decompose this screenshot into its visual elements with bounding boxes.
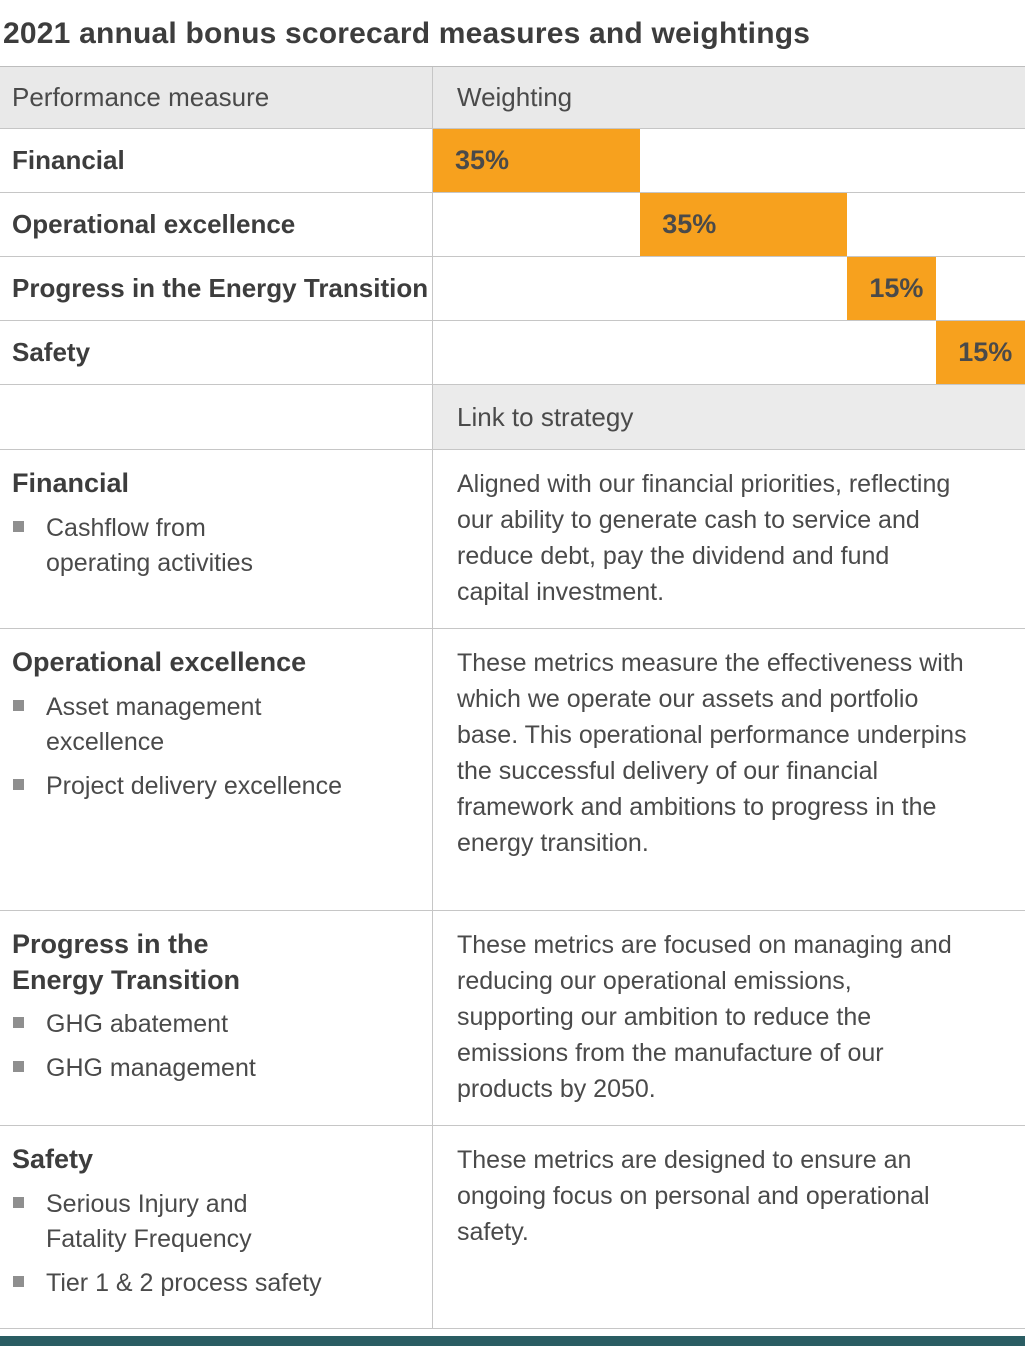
measure-label-progress: Progress in the Energy Transition (12, 273, 429, 303)
measure-label-operational: Operational excellence (12, 209, 296, 239)
detail-row-operational: Operational excellence Asset management … (0, 629, 1025, 911)
bar-row-financial: Financial 35% (0, 129, 1025, 193)
bullet-list-financial: Cashflow from operating activities (12, 511, 418, 581)
link-strategy-header-row: Link to strategy (0, 385, 1025, 450)
bullet-item: Asset management excellence (12, 690, 418, 760)
strategy-text-financial: Aligned with our financial priorities, r… (457, 470, 951, 606)
bullet-item: Tier 1 & 2 process safety (12, 1266, 418, 1301)
detail-heading-progress: Progress in the Energy Transition (12, 929, 241, 995)
weighting-bar-safety: 15% (936, 321, 1025, 384)
bullet-item: GHG abatement (12, 1007, 418, 1042)
strategy-text-progress: These metrics are focused on managing an… (457, 931, 952, 1103)
bar-row-operational: Operational excellence 35% (0, 193, 1025, 257)
strategy-text-operational: These metrics measure the effectiveness … (457, 649, 967, 857)
bullet-list-safety: Serious Injury and Fatality Frequency Ti… (12, 1187, 418, 1301)
link-strategy-empty-cell (0, 385, 433, 449)
bullet-item: GHG management (12, 1051, 418, 1086)
header-cell-weighting: Weighting (433, 67, 1025, 128)
detail-heading-operational: Operational excellence (12, 647, 307, 677)
page-title: 2021 annual bonus scorecard measures and… (3, 17, 811, 50)
bullet-item: Cashflow from operating activities (12, 511, 418, 581)
bullet-item: Project delivery excellence (12, 769, 418, 804)
detail-heading-safety: Safety (12, 1144, 94, 1174)
weighting-bar-operational: 35% (640, 193, 848, 256)
bar-row-safety: Safety 15% (0, 321, 1025, 385)
measure-label-safety: Safety (12, 337, 91, 367)
bullet-list-operational: Asset management excellence Project deli… (12, 690, 418, 804)
detail-row-financial: Financial Cashflow from operating activi… (0, 450, 1025, 629)
detail-row-progress: Progress in the Energy Transition GHG ab… (0, 911, 1025, 1126)
weighting-value-progress: 15% (869, 273, 924, 303)
weighting-bar-progress: 15% (847, 257, 937, 320)
footer-accent-bar (0, 1336, 1025, 1346)
detail-row-safety: Safety Serious Injury and Fatality Frequ… (0, 1126, 1025, 1329)
bullet-list-progress: GHG abatement GHG management (12, 1007, 418, 1086)
weighting-value-safety: 15% (958, 337, 1013, 367)
bullet-item: Serious Injury and Fatality Frequency (12, 1187, 418, 1257)
weighting-value-financial: 35% (455, 145, 510, 175)
weighting-value-operational: 35% (662, 209, 717, 239)
header-cell-performance: Performance measure (0, 67, 433, 128)
detail-heading-financial: Financial (12, 468, 130, 498)
strategy-text-safety: These metrics are designed to ensure an … (457, 1146, 930, 1246)
col-header-weighting: Weighting (457, 82, 573, 112)
col-header-performance-measure: Performance measure (12, 82, 270, 112)
bar-row-progress: Progress in the Energy Transition 15% (0, 257, 1025, 321)
weighting-bar-financial: 35% (433, 129, 641, 192)
table-header-row: Performance measure Weighting (0, 66, 1025, 129)
measure-label-financial: Financial (12, 145, 125, 175)
link-strategy-header: Link to strategy (457, 401, 634, 432)
